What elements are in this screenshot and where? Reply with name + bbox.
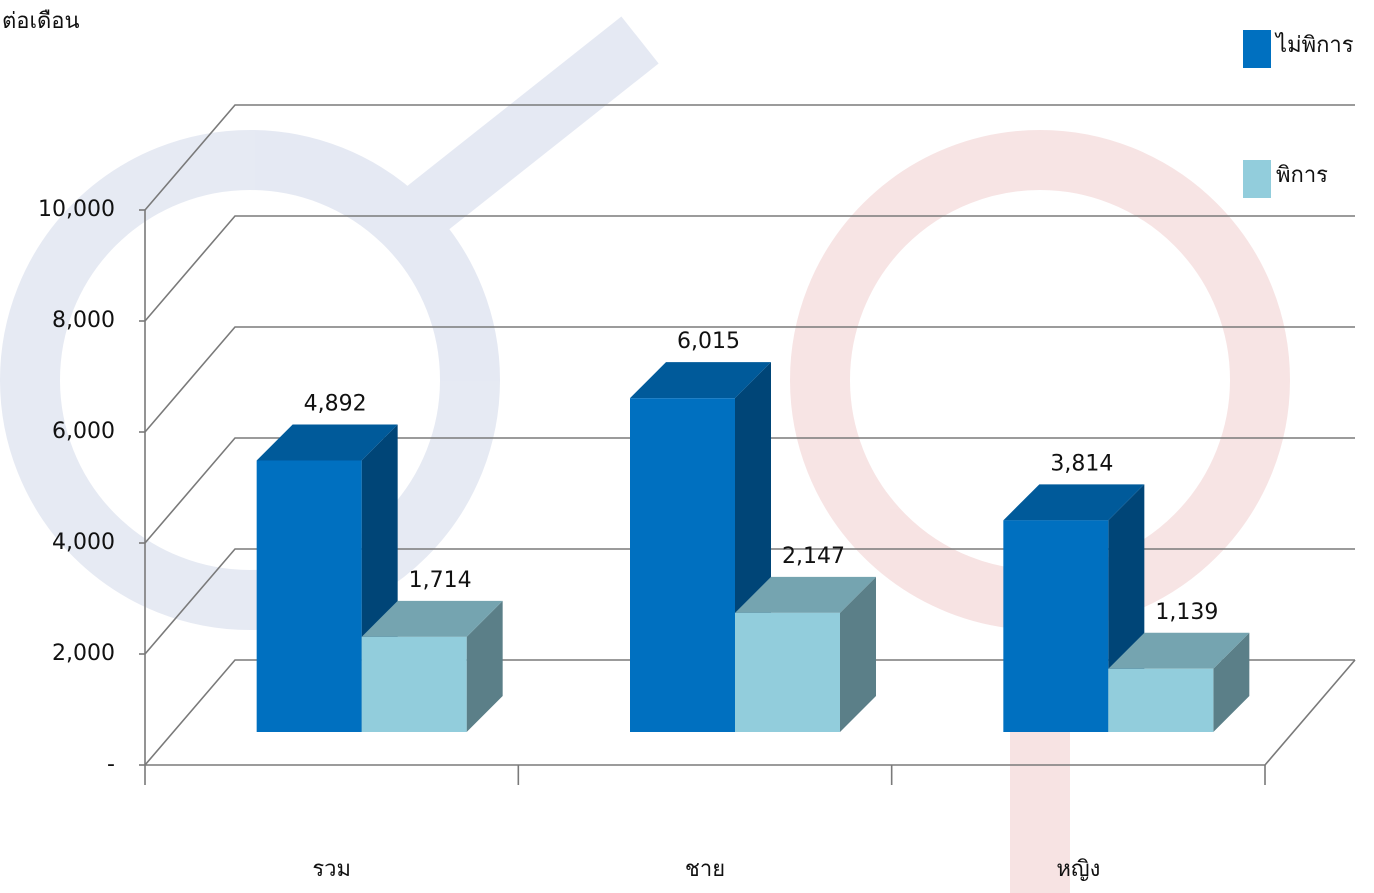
y-axis-label: ต่อเดือน: [2, 9, 80, 34]
legend-label: พิการ: [1276, 163, 1328, 188]
chart: ต่อเดือน - 2,000 4,000 6,000 8,000 10,000 รวม 4…: [0, 0, 1374, 893]
bar: [1108, 669, 1213, 732]
bar: [257, 460, 362, 732]
data-label: 1,714: [409, 568, 472, 593]
data-label: 4,892: [304, 391, 367, 416]
legend-swatch: [1243, 160, 1271, 198]
legend-label: ไม่พิการ: [1274, 32, 1354, 58]
y-tick-label: -: [107, 752, 115, 777]
bar: [362, 637, 467, 732]
bar: [630, 398, 735, 732]
y-tick-label: 6,000: [52, 419, 115, 444]
y-tick-label: 2,000: [52, 641, 115, 666]
data-label: 6,015: [677, 329, 740, 354]
bar: [1003, 520, 1108, 732]
y-tick-label: 8,000: [52, 308, 115, 333]
x-tick-label: หญิง: [1056, 857, 1100, 882]
data-label: 1,139: [1155, 600, 1218, 625]
legend-swatch: [1243, 30, 1271, 68]
bar: [735, 613, 840, 732]
x-tick-label: รวม: [312, 857, 351, 882]
data-label: 2,147: [782, 544, 845, 569]
data-label: 3,814: [1050, 451, 1113, 476]
y-tick-label: 10,000: [38, 197, 115, 222]
y-tick-label: 4,000: [52, 530, 115, 555]
x-tick-label: ชาย: [685, 857, 725, 882]
